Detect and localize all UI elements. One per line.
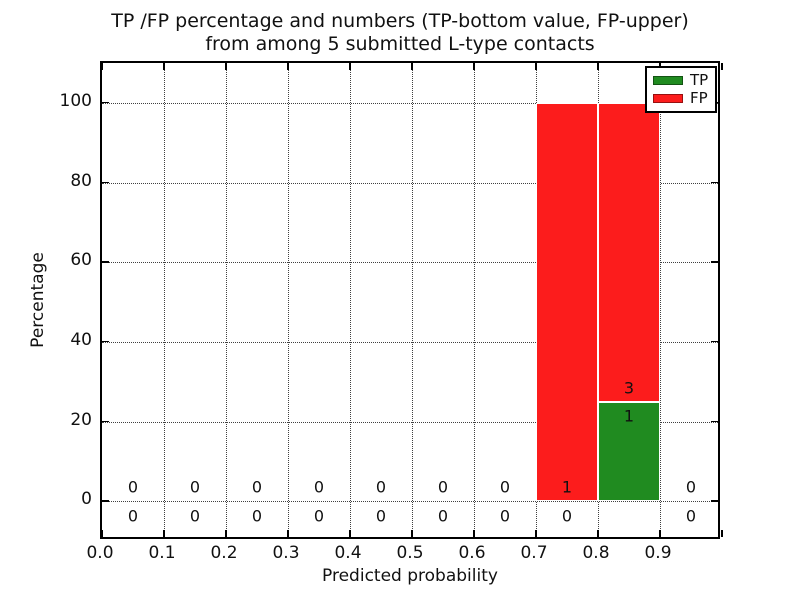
x-axis-tick [721,530,723,537]
x-axis-tick [597,530,599,537]
gridline-vertical [412,63,413,537]
y-tick-label: 100 [59,90,92,111]
gridline-vertical [350,63,351,537]
y-axis-tick [102,420,109,422]
y-axis-tick [102,340,109,343]
bar-segment-fp [598,102,660,402]
x-axis-tick [101,530,103,537]
x-axis-label: Predicted probability [322,566,498,586]
x-axis-tick-top [535,63,537,70]
x-tick-label: 0.6 [458,543,486,563]
gridline-horizontal [102,182,718,184]
x-tick-label: 0.7 [520,543,548,563]
y-tick-label: 60 [70,250,92,271]
y-axis-tick [102,101,109,104]
y-axis-tick [102,261,109,263]
legend-label-fp: FP [690,89,708,107]
x-axis-tick [225,530,227,537]
x-axis-tick [349,530,351,537]
tp-color-swatch [653,76,683,85]
legend: TP FP [645,66,717,113]
y-axis-tick-right [711,420,718,422]
y-axis-label: Percentage [28,252,48,348]
fp-color-swatch [653,94,683,103]
x-tick-label: 0.4 [334,543,362,563]
gridline-horizontal [102,102,718,104]
x-tick-label: 0.0 [86,543,114,563]
y-axis-tick-right [711,181,718,183]
y-tick-label: 20 [70,409,92,430]
x-tick-label: 0.1 [148,543,176,563]
x-tick-label: 0.5 [396,543,424,563]
x-axis-tick-top [287,63,289,70]
x-axis-tick [535,530,537,537]
y-axis-tick [102,181,109,183]
y-axis-tick-right [711,500,718,502]
fp-count-label: 0 [685,477,697,497]
chart-title-line1: TP /FP percentage and numbers (TP-bottom… [111,10,689,32]
x-tick-label: 0.2 [210,543,238,563]
fp-count-label: 0 [499,477,511,497]
gridline-horizontal [102,501,718,503]
x-axis-tick [473,530,475,537]
legend-item-tp: TP [653,73,709,88]
x-tick-label: 0.8 [582,543,610,563]
tp-count-label: 0 [313,506,325,525]
x-axis-tick-top [597,63,599,70]
fp-count-label: 1 [561,477,573,497]
gridline-vertical [474,63,475,537]
gridline-vertical [288,63,289,537]
y-axis-tick [102,500,109,502]
gridline-vertical [660,63,661,537]
chart-title-line2: from among 5 submitted L-type contacts [205,33,595,55]
tp-count-label: 0 [685,506,697,525]
x-axis-tick-top [721,63,723,70]
fp-count-label: 0 [189,477,201,497]
x-axis-tick [163,530,165,537]
fp-count-label: 0 [313,477,325,497]
bar-segment-tp [598,401,660,502]
x-axis-tick [659,530,661,537]
legend-item-fp: FP [653,91,709,106]
fp-count-label: 0 [437,477,449,497]
x-tick-label: 0.3 [272,543,300,563]
x-axis-tick-top [411,63,413,70]
tp-count-label: 0 [251,506,263,525]
tp-count-label: 0 [499,506,511,525]
y-tick-label: 40 [70,329,92,350]
fp-count-label: 0 [127,477,139,497]
fp-count-label: 3 [623,378,635,398]
x-axis-tick-top [473,63,475,70]
tp-count-label: 0 [127,506,139,525]
tp-count-label: 0 [561,506,573,525]
x-axis-tick-top [163,63,165,70]
x-tick-label: 0.9 [644,543,672,563]
plot-area: 0 0 0 0 0 0 0 0 0 0 0 0 0 0 1 0 3 1 0 0 [100,61,723,539]
fp-count-label: 0 [375,477,387,497]
y-tick-label: 0 [81,489,92,510]
x-axis-tick-top [101,63,103,70]
gridline-vertical [226,63,227,537]
tp-count-label: 0 [375,506,387,525]
tp-count-label: 0 [437,506,449,525]
tp-count-label: 1 [623,406,635,426]
x-axis-tick-top [349,63,351,70]
x-axis-tick-top [225,63,227,70]
gridline-horizontal [102,341,718,343]
y-axis-tick-right [711,340,718,343]
x-axis-tick [411,530,413,537]
tp-count-label: 0 [189,506,201,525]
y-tick-label: 80 [70,170,92,191]
gridline-horizontal [102,262,718,264]
x-axis-tick [287,530,289,537]
gridline-horizontal [102,421,718,423]
bar-segment-fp [536,102,598,502]
gridline-vertical [164,63,165,537]
y-axis-tick-right [711,261,718,263]
fp-count-label: 0 [251,477,263,497]
legend-label-tp: TP [690,71,709,89]
